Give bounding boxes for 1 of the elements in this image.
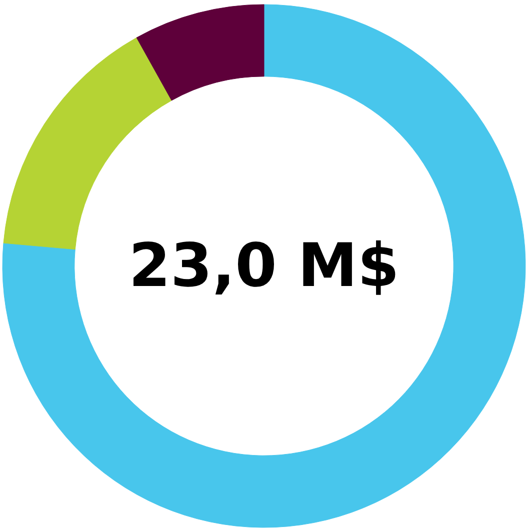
text: 23,0 M$ — [128, 231, 400, 301]
